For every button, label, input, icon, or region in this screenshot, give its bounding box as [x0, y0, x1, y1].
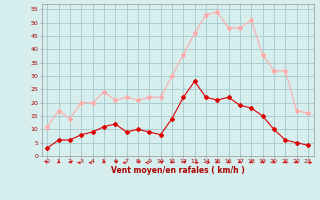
X-axis label: Vent moyen/en rafales ( km/h ): Vent moyen/en rafales ( km/h ) — [111, 166, 244, 175]
